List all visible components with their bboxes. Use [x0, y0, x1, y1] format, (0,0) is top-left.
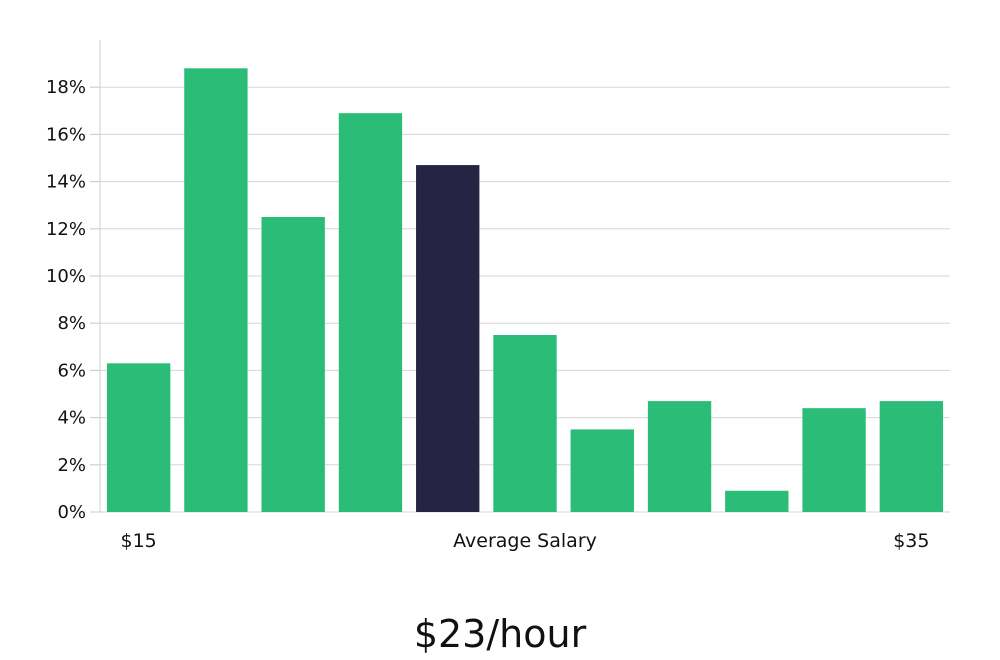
bar: [338, 113, 403, 512]
bar: [106, 363, 171, 512]
y-tick-label: 10%: [46, 266, 86, 287]
x-label-middle: Average Salary: [453, 530, 597, 552]
salary-histogram: 0% 2% 4% 6% 8% 10% 12% 14% 16% 18% $15 Average Sa…: [46, 40, 950, 552]
bars: [106, 68, 944, 512]
bar: [570, 429, 634, 512]
bar: [184, 68, 248, 512]
chart-canvas: 0% 2% 4% 6% 8% 10% 12% 14% 16% 18% $15 Average Sa…: [46, 40, 950, 552]
y-tick-label: 6%: [57, 360, 86, 381]
y-tick-label: 16%: [46, 124, 86, 145]
x-axis-labels: $15 Average Salary $35: [121, 530, 930, 552]
bar: [802, 408, 866, 512]
y-tick-label: 12%: [46, 219, 86, 240]
y-axis: 0% 2% 4% 6% 8% 10% 12% 14% 16% 18%: [46, 77, 100, 523]
x-label-start: $15: [121, 530, 157, 552]
average-salary-caption: $23/hour: [413, 612, 587, 656]
y-tick-label: 18%: [46, 77, 86, 98]
bar: [647, 401, 712, 512]
y-tick-label: 2%: [57, 455, 86, 476]
bar: [725, 490, 789, 512]
y-tick-label: 14%: [46, 172, 86, 193]
y-tick-label: 4%: [57, 408, 86, 429]
bar: [493, 335, 557, 512]
bar: [879, 401, 944, 512]
bar-average-salary: [416, 165, 480, 512]
x-label-end: $35: [893, 530, 929, 552]
y-tick-label: 8%: [57, 313, 86, 334]
bar: [261, 217, 325, 512]
y-tick-label: 0%: [57, 502, 86, 523]
